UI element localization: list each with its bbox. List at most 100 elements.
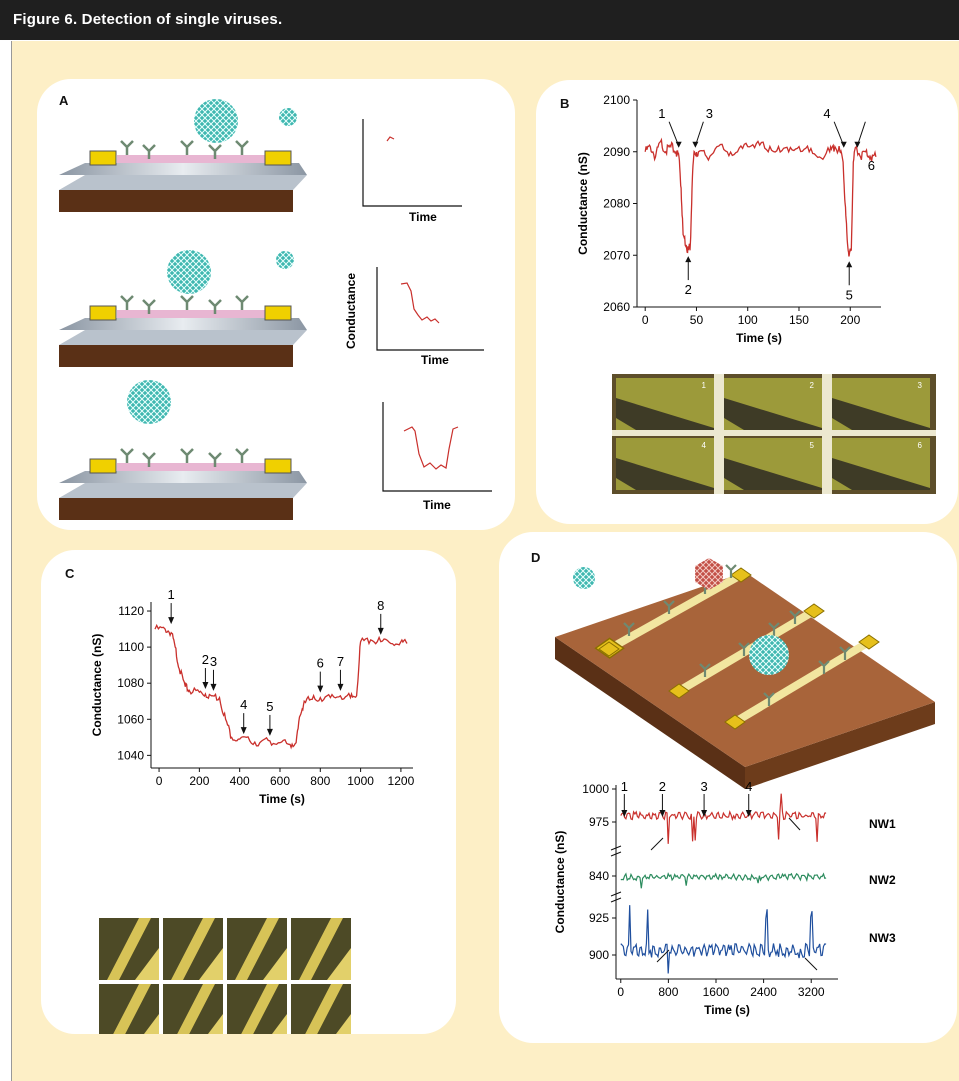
x-tick-label: 600 [270,774,290,788]
micrograph-electrode [107,984,151,1046]
annotation-label: 4 [745,779,752,794]
micrograph-number: 6 [918,441,923,450]
micrograph-number: 5 [810,441,815,450]
electrode-left [89,150,117,166]
x-tick-label: 0 [156,774,163,788]
annotation-label: 7 [337,654,344,669]
x-tick-label: 400 [230,774,250,788]
data-line [154,623,408,750]
y-axis-label: Conductance (nS) [90,634,104,737]
x-tick-label: 100 [738,313,758,327]
mini-trace-2-xlabel: Time [421,353,449,367]
annotation-arrowhead [621,810,628,817]
x-tick-label: 50 [690,313,704,327]
x-tick-label: 1200 [388,774,415,788]
annotation-label: 3 [706,106,713,121]
virus-particle [167,250,211,294]
virus-particle [194,99,238,143]
y-tick-label: 2080 [603,197,630,211]
annotation-arrowhead [745,810,752,817]
annotation-label: 3 [700,779,707,794]
x-tick-label: 150 [789,313,809,327]
panel-b-label: B [560,96,569,111]
x-tick-label: 200 [840,313,860,327]
series-line [620,872,827,889]
micrograph-b: 1 2 3 4 5 6 [612,374,936,494]
micrograph-electrode [171,984,215,1046]
panel-d: D [499,532,957,1043]
annotation-arrow [788,817,801,831]
micrograph-electrode [616,398,714,430]
micrograph-electrode [299,918,343,980]
annotation-label: 6 [317,656,324,671]
x-axis-label: Time (s) [704,1003,750,1017]
device-1 [59,99,307,212]
micrograph-number: 1 [702,381,707,390]
electrode-right [264,150,292,166]
y-tick-label: 2100 [603,93,630,107]
annotation-arrowhead [317,685,324,693]
y-tick-label: 1000 [582,782,609,796]
mini-trace-2: Time Conductance [344,267,484,367]
virus-particle-small [276,251,294,269]
y-tick-label: 900 [589,948,609,962]
nanowires [607,571,872,726]
y-tick-label: 1080 [117,676,144,690]
panel-c-label: C [65,566,75,581]
virus-particle [749,635,789,675]
micrograph-number: 4 [702,441,707,450]
micrograph-electrode [832,398,930,430]
y-tick-label: 1040 [117,748,144,762]
annotation-arrow [650,837,664,851]
x-tick-label: 2400 [750,985,777,999]
micrograph-number: 2 [810,381,815,390]
panel-a-label: A [59,93,69,108]
annotation-arrow [804,957,818,971]
antibodies [120,140,249,159]
mini-trace-3: Time [382,402,492,512]
annotation-label: 1 [168,587,175,602]
grid-divider [612,430,936,436]
annotation-label: 6 [868,158,875,173]
annotation-arrowhead [840,141,847,148]
y-axis-label: Conductance (nS) [553,831,567,934]
annotation-label: 1 [621,779,628,794]
device-substrate [555,572,935,767]
panel-b: B 2060 2070 2080 2090 2100 0 50 100 150 200 Time (… [536,80,958,524]
panel-a: A [37,79,515,530]
panel-d-graphic: D [531,550,935,1017]
virus-particle-red [695,558,723,590]
annotation-arrowhead [692,141,699,148]
y-tick-label: 975 [589,815,609,829]
micrograph-electrode [235,918,279,980]
panel-c: C 1040 1060 1080 1100 1120 0 200 400 600 800 1000 1… [41,550,456,1046]
annotation-arrowhead [854,141,861,148]
series-line [620,905,827,974]
y-axis-label: Conductance (nS) [576,152,590,255]
mini-trace-1: Time [362,119,462,224]
x-tick-label: 0 [617,985,624,999]
y-tick-label: 925 [589,911,609,925]
micrograph-electrode [832,458,930,490]
series-label: NW1 [869,817,896,831]
annotation-arrowhead [337,683,344,691]
virus-particle-small [573,567,595,589]
y-tick-label: 2070 [603,248,630,262]
annotation-label: 2 [202,652,209,667]
panel-d-label: D [531,550,540,565]
micrograph-electrode [327,948,351,980]
annotation-arrowhead [377,627,384,635]
panel-a-graphic: A [59,93,492,520]
series-line [620,793,827,844]
annotation-arrowhead [168,617,175,625]
annotation-label: 5 [846,287,853,302]
y-tick-label: 840 [589,869,609,883]
y-tick-label: 1060 [117,712,144,726]
annotation-label: 3 [210,654,217,669]
y-tick-label: 2060 [603,300,630,314]
antibodies [623,564,851,706]
mini-trace-1-xlabel: Time [409,210,437,224]
panel-b-graphic: B 2060 2070 2080 2090 2100 0 50 100 150 200 Time (… [560,93,936,494]
figure-title: Figure 6. Detection of single viruses. [13,11,283,28]
